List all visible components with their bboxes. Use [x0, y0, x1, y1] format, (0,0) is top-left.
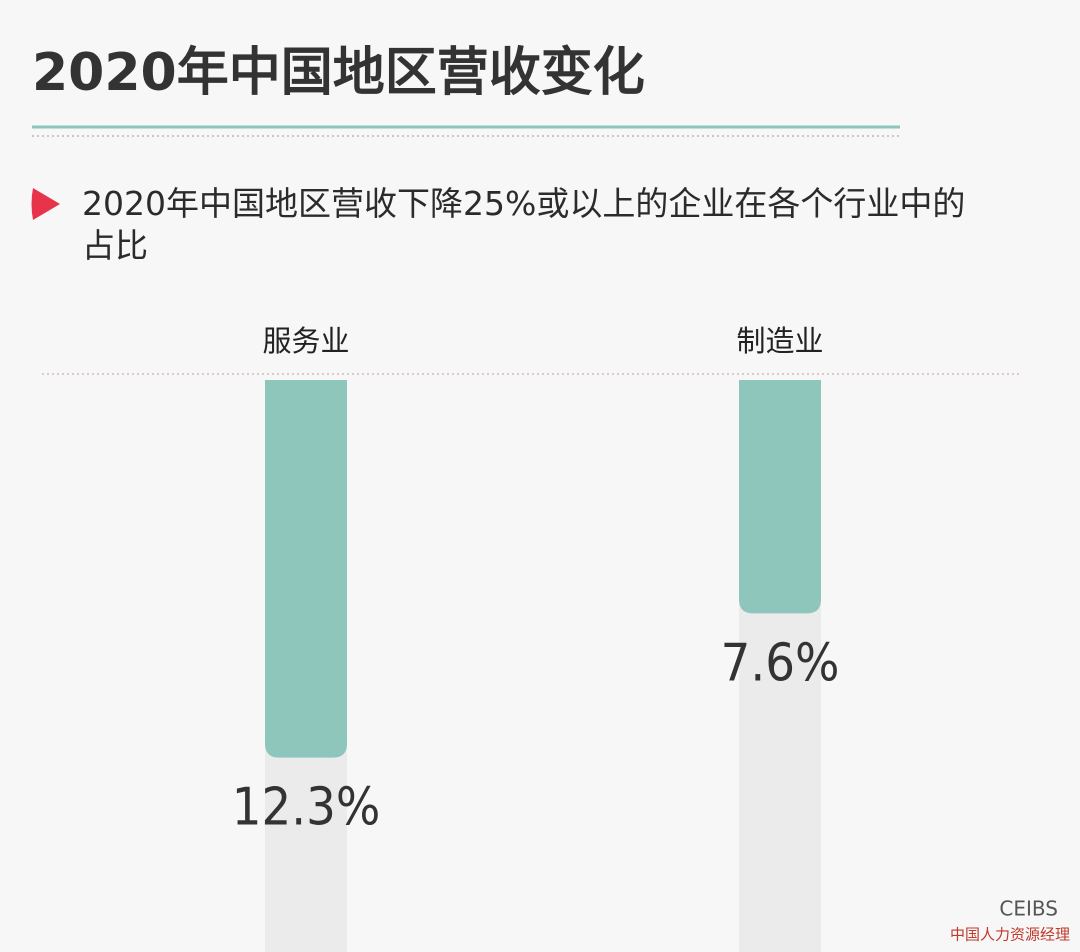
category-label: 制造业: [736, 324, 823, 358]
category-label: 服务业: [262, 324, 349, 358]
value-label: 12.3%: [232, 778, 381, 838]
watermark: 中国人力资源经理: [950, 926, 1070, 944]
bullet-icon: [31, 188, 60, 220]
logo: CEIBS: [999, 897, 1058, 921]
chart-title: 2020年中国地区营收变化: [32, 43, 645, 103]
chart-subtitle: 2020年中国地区营收下降25%或以上的企业在各个行业中的占比: [82, 184, 966, 265]
bar: [265, 380, 347, 758]
value-label: 7.6%: [721, 633, 840, 693]
bar: [739, 380, 821, 614]
